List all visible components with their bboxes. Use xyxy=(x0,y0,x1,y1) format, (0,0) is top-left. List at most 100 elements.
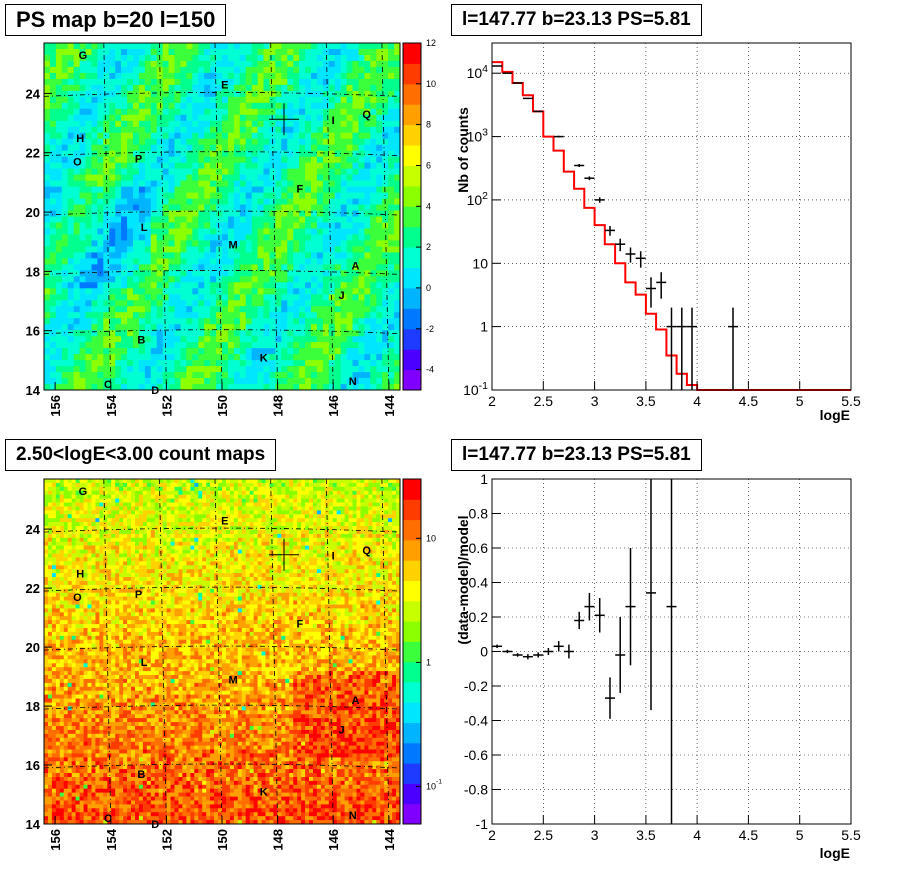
ps-map-cell xyxy=(103,240,109,246)
ps-map-cell xyxy=(388,348,394,354)
ps-map-cell xyxy=(305,264,311,270)
ps-map-cell xyxy=(86,145,92,151)
count-map-cell xyxy=(52,487,56,491)
ps-map-heatmap xyxy=(44,43,400,390)
ps-map-cell xyxy=(169,91,175,97)
ps-map-cell xyxy=(299,306,305,312)
ps-map-cell xyxy=(370,223,376,229)
ps-map-cell xyxy=(198,127,204,133)
count-map-cell xyxy=(88,801,92,805)
ps-map-cell xyxy=(169,288,175,294)
count-map-cell xyxy=(84,597,88,601)
count-map-cell xyxy=(84,714,88,718)
ps-map-cell xyxy=(287,223,293,229)
ps-map-cell xyxy=(97,121,103,127)
ps-map-cell xyxy=(370,288,376,294)
ps-map-cell xyxy=(74,276,80,282)
ps-map-cell xyxy=(287,193,293,199)
ps-map-cell xyxy=(299,318,305,324)
count-map-cell xyxy=(88,616,92,620)
ps-map-cell xyxy=(80,336,86,342)
ps-map-cell xyxy=(281,258,287,264)
ps-map-cell xyxy=(157,240,163,246)
ps-map-cell xyxy=(353,157,359,163)
ps-map-cell xyxy=(56,211,62,217)
ps-map-cell xyxy=(127,318,133,324)
ps-map-cell xyxy=(311,211,317,217)
ps-map-cell xyxy=(198,282,204,288)
ps-map-cell xyxy=(394,246,400,252)
ps-map-cell xyxy=(192,139,198,145)
ps-map-cell xyxy=(317,193,323,199)
ps-map-cell xyxy=(270,103,276,109)
count-map-cell xyxy=(56,569,60,573)
ps-map-cell xyxy=(92,163,98,169)
ps-map-cell xyxy=(210,384,216,390)
ps-map-cell xyxy=(311,288,317,294)
ps-map-cell xyxy=(175,240,181,246)
ps-map-cell xyxy=(359,318,365,324)
ps-map-cell xyxy=(364,306,370,312)
count-map-cell xyxy=(68,628,72,632)
ps-map-cell xyxy=(157,318,163,324)
ps-map-cell xyxy=(275,49,281,55)
ps-map-cell xyxy=(335,306,341,312)
ps-map-cell xyxy=(281,306,287,312)
ps-map-cell xyxy=(376,282,382,288)
ps-map-cell xyxy=(287,360,293,366)
ps-map-cell xyxy=(246,55,252,61)
ps-map-cell xyxy=(305,234,311,240)
ps-map-cell xyxy=(80,366,86,372)
ps-map-cell xyxy=(216,336,222,342)
count-map-cell xyxy=(88,750,92,754)
ps-map-cell xyxy=(329,372,335,378)
count-map-cell xyxy=(80,726,84,730)
ps-map-cell xyxy=(222,258,228,264)
ps-map-cell xyxy=(305,139,311,145)
count-map-cell xyxy=(56,506,60,510)
count-map-cell xyxy=(68,569,72,573)
ps-map-cell xyxy=(92,330,98,336)
ps-map-cell xyxy=(62,121,68,127)
ps-map-cell xyxy=(287,97,293,103)
ps-map-cell xyxy=(347,85,353,91)
ps-map-cell xyxy=(115,121,121,127)
ps-map-cell xyxy=(364,163,370,169)
ps-map-source-label: B xyxy=(137,335,145,347)
ps-map-cell xyxy=(192,163,198,169)
count-map-cell xyxy=(88,542,92,546)
count-map-cell xyxy=(84,620,88,624)
count-map-cell xyxy=(68,714,72,718)
ps-map-cell xyxy=(287,229,293,235)
ps-map-cell xyxy=(151,318,157,324)
ps-map-cell xyxy=(151,264,157,270)
ps-map-cell xyxy=(359,139,365,145)
ps-map-cell xyxy=(299,151,305,157)
ps-map-cell xyxy=(62,157,68,163)
count-map-cell xyxy=(80,554,84,558)
ps-map-cell xyxy=(234,187,240,193)
count-map-cell xyxy=(99,522,103,526)
count-map-cell xyxy=(68,769,72,773)
ps-map-cell xyxy=(275,73,281,79)
ps-map-cell xyxy=(234,378,240,384)
ps-map-cell xyxy=(264,43,270,49)
count-map-cell xyxy=(64,726,68,730)
ps-map-cell xyxy=(293,115,299,121)
ps-map-cell xyxy=(311,258,317,264)
ps-map-cell xyxy=(275,223,281,229)
ps-map-cell xyxy=(186,246,192,252)
ps-map-cell xyxy=(287,342,293,348)
count-map-cell xyxy=(52,710,56,714)
ps-map-cell xyxy=(181,157,187,163)
count-map-cell xyxy=(95,801,99,805)
ps-map-cell xyxy=(382,360,388,366)
ps-map-cell xyxy=(275,157,281,163)
ps-map-cell xyxy=(353,223,359,229)
ps-map-cell xyxy=(127,169,133,175)
count-map-cell xyxy=(52,585,56,589)
ps-map-cell xyxy=(181,348,187,354)
ps-map-cell xyxy=(364,384,370,390)
ps-map-cell xyxy=(299,133,305,139)
ps-map-cell xyxy=(92,61,98,67)
